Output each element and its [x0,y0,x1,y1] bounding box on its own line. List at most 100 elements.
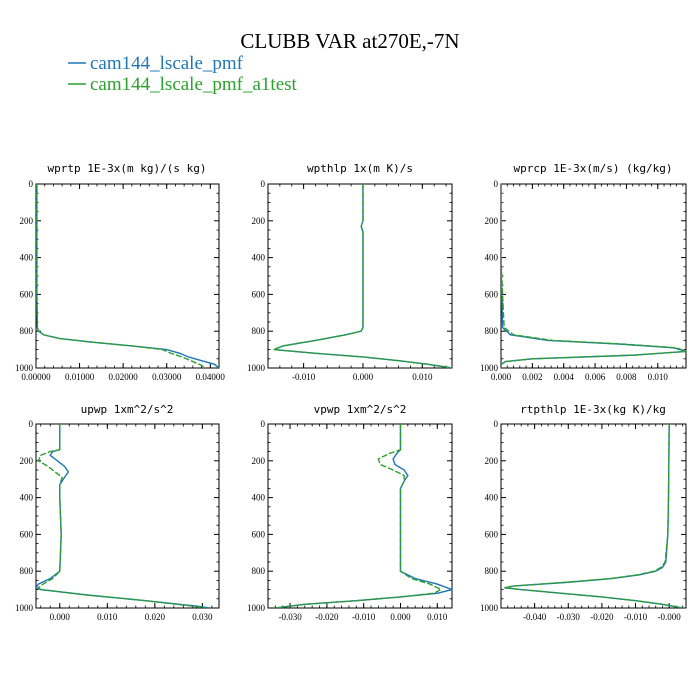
y-tick-label: 400 [252,253,266,263]
x-tick-label: 0.04000 [196,372,226,382]
y-tick-label: 800 [485,326,499,336]
x-tick-label: 0.000 [390,612,411,622]
x-tick-label: -0.010 [352,612,376,622]
panel-vpwp: vpwp 1xm^2/s^2 0 200 400 600 800 1000 -0.030 -0… [247,403,453,622]
plot-frame [35,423,220,609]
panel-title: vpwp 1xm^2/s^2 [314,403,407,416]
x-tick-label: -0.020 [590,612,614,622]
axes: 0 200 400 600 800 1000 -0.040 -0.030 -0.020 -0.01… [480,419,687,622]
panel-wprcp: wprcp 1E-3x(m/s) (kg/kg) 0 200 400 600 800 10… [480,162,687,382]
x-tick-label: -0.010 [624,612,648,622]
x-tick-label: 0.030 [192,612,213,622]
x-tick-label: -0.030 [278,612,302,622]
y-tick-label: 200 [20,216,34,226]
y-tick-label: 800 [20,326,34,336]
y-tick-label: 1000 [247,363,266,373]
y-tick-label: 0 [261,419,266,429]
panel-upwp: upwp 1xm^2/s^2 0 200 400 600 800 1000 0.000 0.0… [15,403,220,622]
x-tick-label: 0.03000 [152,372,182,382]
panel-title: wprtp 1E-3x(m kg)/(s kg) [48,162,207,175]
y-tick-label: 400 [485,493,499,503]
y-tick-label: 600 [485,289,499,299]
series-line-cam144-lscale-pmf [275,424,452,608]
y-tick-label: 1000 [15,603,34,613]
y-tick-label: 1000 [15,363,34,373]
panel-title: rtpthlp 1E-3x(kg K)/kg [520,403,666,416]
y-tick-label: 200 [252,216,266,226]
x-tick-label: 0.02000 [109,372,139,382]
y-tick-label: 0 [261,179,266,189]
y-tick-label: 1000 [480,363,499,373]
x-tick-label: 0.000 [50,612,71,622]
axes: 0 200 400 600 800 1000 -0.010 0.000 0.010 [247,179,453,382]
y-tick-label: 800 [252,566,266,576]
legend-label-1: cam144_lscale_pmf_a1test [90,74,298,95]
series-line-cam144-lscale-pmf [36,424,210,608]
y-tick-label: 600 [20,529,34,539]
x-tick-label: -0.010 [292,372,316,382]
x-tick-label: -0.020 [315,612,339,622]
plot-frame [500,183,687,369]
legend-label-0: cam144_lscale_pmf [90,53,244,74]
x-tick-label: 0.002 [522,372,542,382]
series-line-cam144-lscale-pmf-a1test [273,184,452,368]
y-tick-label: 800 [252,326,266,336]
x-tick-label: 0.010 [648,372,669,382]
x-tick-label: 0.00000 [21,372,51,382]
x-tick-label: 0.000 [353,372,374,382]
axes: 0 200 400 600 800 1000 -0.030 -0.020 -0.010 0.000… [247,419,453,622]
x-tick-label: 0.020 [145,612,166,622]
y-tick-label: 0 [29,419,34,429]
y-tick-label: 400 [252,493,266,503]
y-tick-label: 600 [252,289,266,299]
panel-title: upwp 1xm^2/s^2 [81,403,174,416]
panel-rtpthlp: rtpthlp 1E-3x(kg K)/kg 0 200 400 600 800 1000… [480,403,687,622]
panel-wpthlp: wpthlp 1x(m K)/s 0 200 400 600 800 1000 -0.010… [247,162,453,382]
x-tick-label: 0.01000 [65,372,95,382]
x-tick-label: -0.030 [557,612,581,622]
x-tick-label: 0.000 [491,372,512,382]
y-tick-label: 200 [485,456,499,466]
x-tick-label: -0.000 [658,612,682,622]
y-tick-label: 800 [485,566,499,576]
panel-title: wprcp 1E-3x(m/s) (kg/kg) [514,162,673,175]
series-line-cam144-lscale-pmf [504,424,683,608]
x-tick-label: 0.010 [412,372,433,382]
y-tick-label: 400 [20,493,34,503]
y-tick-label: 200 [20,456,34,466]
x-tick-label: 0.010 [97,612,118,622]
panel-title: wpthlp 1x(m K)/s [307,162,413,175]
axes: 0 200 400 600 800 1000 0.000 0.010 0.020 0.030 [15,419,220,622]
plot-frame [267,183,453,369]
y-tick-label: 1000 [247,603,266,613]
y-tick-label: 0 [494,179,499,189]
y-tick-label: 600 [20,289,34,299]
series-line-cam144-lscale-pmf-a1test [37,424,205,608]
y-tick-label: 400 [485,253,499,263]
x-tick-label: 0.008 [616,372,637,382]
y-tick-label: 200 [252,456,266,466]
series-line-cam144-lscale-pmf-a1test [504,424,683,608]
series-line-cam144-lscale-pmf [501,184,686,368]
y-tick-label: 600 [252,529,266,539]
series-line-cam144-lscale-pmf [36,184,219,368]
series-line-cam144-lscale-pmf-a1test [36,184,207,368]
x-tick-label: 0.006 [585,372,606,382]
series-line-cam144-lscale-pmf-a1test [501,184,686,368]
panel-wprtp: wprtp 1E-3x(m kg)/(s kg) 0 200 400 600 800 10… [15,162,225,382]
x-tick-label: 0.004 [554,372,575,382]
y-tick-label: 0 [494,419,499,429]
y-tick-label: 400 [20,253,34,263]
x-tick-label: -0.040 [523,612,547,622]
series-line-cam144-lscale-pmf-a1test [275,424,443,608]
y-tick-label: 600 [485,529,499,539]
legend: cam144_lscale_pmf cam144_lscale_pmf_a1te… [68,53,298,95]
y-tick-label: 800 [20,566,34,576]
y-tick-label: 1000 [480,603,499,613]
y-tick-label: 200 [485,216,499,226]
x-tick-label: 0.010 [427,612,448,622]
figure-title: CLUBB VAR at270E,-7N [240,29,459,53]
